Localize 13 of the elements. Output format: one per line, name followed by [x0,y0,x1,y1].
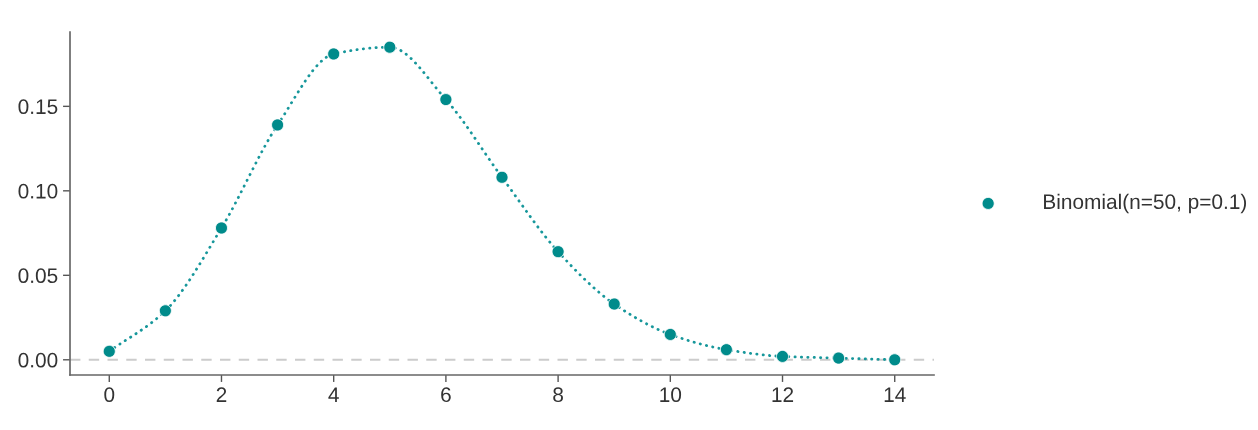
x-tick-label: 2 [216,387,227,402]
x-tick-label: 8 [553,387,563,403]
x-tick-label: 10 [660,387,682,403]
x-tick-label: 0 [104,387,115,403]
y-tick-label: 0.10 [18,183,58,199]
y-tick-label: 0.15 [18,99,58,115]
y-tick-label: 0.00 [18,352,58,368]
x-tick-label: 4 [328,387,339,402]
x-tick-label: 6 [441,387,451,403]
x-tick-label: 14 [884,387,906,402]
y-tick-label: 0.05 [18,268,58,284]
x-tick-label: 12 [772,387,794,402]
legend-label: Binomial(n=50, p=0.1) [1044,193,1247,214]
